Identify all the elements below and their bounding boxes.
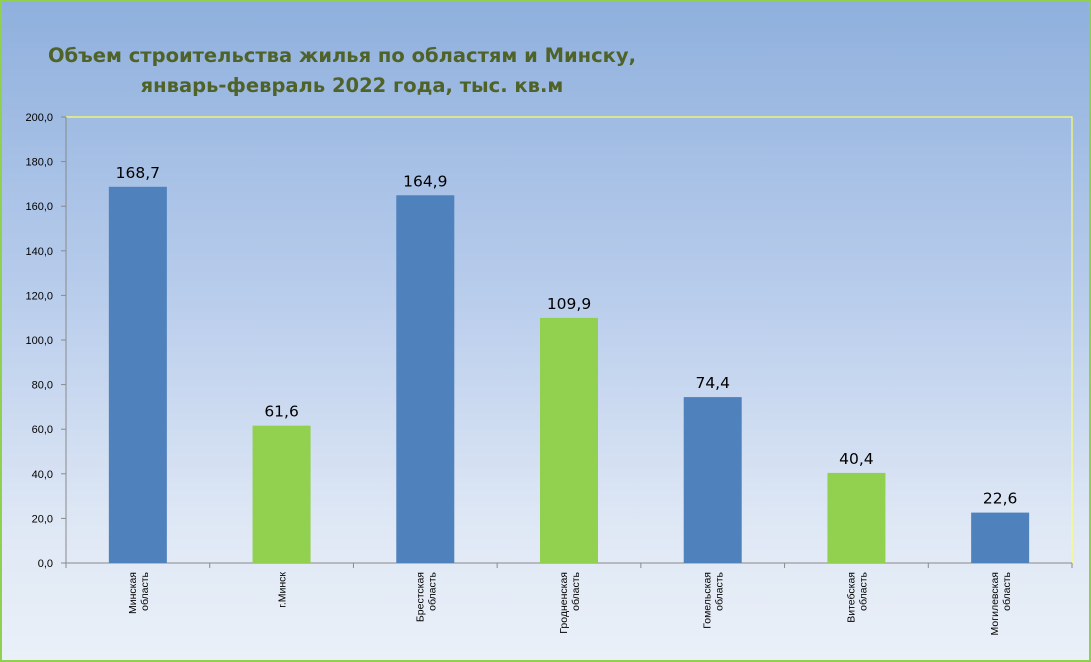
chart-subtitle: январь-февраль 2022 года, тыс. кв.м — [140, 74, 564, 97]
bar — [108, 186, 167, 563]
bar — [252, 425, 311, 563]
data-label: 109,9 — [547, 295, 591, 313]
category-label-line: область — [857, 571, 869, 610]
category-label-line: область — [714, 571, 726, 610]
data-label: 168,7 — [116, 164, 160, 182]
category-label-line: Могилевская — [989, 572, 1001, 635]
y-tick-label: 200,0 — [25, 112, 53, 124]
y-tick-label: 100,0 — [25, 335, 53, 347]
bar — [540, 317, 598, 563]
y-tick-label: 20,0 — [32, 513, 53, 525]
category-label: Витебскаяобласть — [845, 571, 869, 622]
plot-area-border — [66, 116, 1073, 563]
data-label: 164,9 — [403, 172, 447, 190]
category-label-line: Гродненская — [558, 572, 570, 634]
category-label: Гродненскаяобласть — [558, 571, 582, 633]
bar — [827, 472, 886, 563]
y-tick-label: 80,0 — [32, 380, 53, 392]
bar — [396, 195, 455, 563]
y-tick-label: 140,0 — [25, 246, 53, 258]
data-label: 40,4 — [839, 450, 874, 468]
category-label: Брестскаяобласть — [414, 571, 438, 622]
chart-title: Объем строительства жилья по областям и … — [47, 44, 637, 67]
data-label: 74,4 — [695, 374, 730, 392]
y-tick-label: 180,0 — [25, 157, 53, 169]
category-label-line: г.Минск — [277, 572, 289, 608]
y-tick-label: 120,0 — [25, 290, 53, 302]
y-tick-label: 60,0 — [32, 424, 53, 436]
bar — [683, 397, 742, 563]
category-label-line: Минская — [127, 572, 139, 614]
data-label: 61,6 — [264, 403, 299, 421]
category-label-line: область — [426, 571, 438, 610]
category-label-line: область — [139, 571, 151, 610]
category-label: Могилевскаяобласть — [989, 571, 1013, 635]
category-label-line: Витебская — [845, 572, 857, 623]
category-label-line: область — [570, 571, 582, 610]
category-label-line: область — [1001, 571, 1013, 610]
data-label: 22,6 — [983, 490, 1018, 508]
y-tick-label: 160,0 — [25, 201, 53, 213]
category-label-line: Брестская — [414, 572, 426, 622]
category-label: Минскаяобласть — [127, 571, 151, 614]
y-tick-label: 0,0 — [38, 558, 53, 570]
y-tick-label: 40,0 — [32, 469, 53, 481]
category-label: г.Минск — [277, 572, 289, 608]
category-label-line: Гомельская — [702, 572, 714, 629]
bar — [971, 512, 1030, 563]
category-label: Гомельскаяобласть — [702, 571, 726, 628]
